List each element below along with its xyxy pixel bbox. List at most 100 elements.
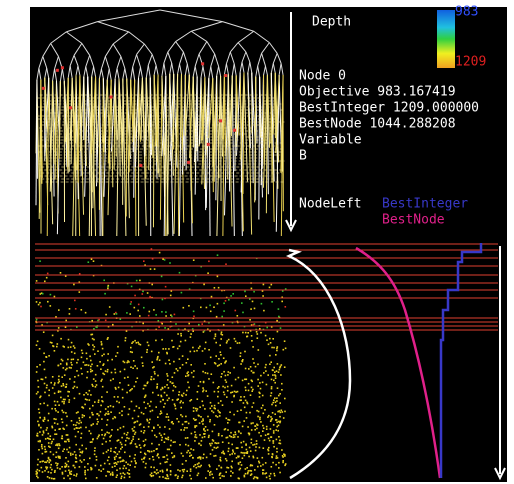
- node-dot: [201, 350, 204, 352]
- tree-edge: [147, 54, 153, 66]
- node-dot: [276, 457, 279, 459]
- node-dot: [270, 326, 273, 328]
- node-dot: [60, 396, 62, 399]
- tree-edge: [175, 30, 192, 42]
- node-dot: [49, 435, 52, 437]
- node-dot: [198, 323, 200, 326]
- node-dot: [116, 453, 119, 455]
- node-dot: [81, 450, 84, 453]
- node-dot: [185, 375, 187, 377]
- node-dot: [51, 426, 54, 429]
- node-dot: [202, 331, 205, 333]
- node-dot: [53, 295, 56, 298]
- node-dot: [130, 460, 133, 463]
- node-dot: [154, 373, 156, 375]
- node-dot: [121, 388, 124, 391]
- tree-branch: [201, 77, 206, 141]
- tree-branch: [122, 78, 127, 237]
- tree-branch: [113, 78, 116, 170]
- node-dot: [113, 456, 116, 459]
- node-dot: [167, 477, 170, 480]
- node-dot: [140, 411, 143, 414]
- node-dot: [107, 285, 109, 288]
- node-dot: [283, 366, 286, 368]
- node-dot: [182, 470, 185, 473]
- node-dot: [253, 443, 256, 446]
- node-dot: [255, 331, 258, 333]
- node-dot: [153, 471, 156, 473]
- node-dot: [198, 462, 200, 464]
- node-dot: [133, 385, 136, 388]
- node-dot: [120, 475, 123, 478]
- node-dot: [203, 320, 206, 323]
- node-dot: [189, 336, 192, 338]
- node-dot: [181, 469, 184, 471]
- node-dot: [46, 272, 49, 275]
- info-node: Node 0: [299, 69, 346, 84]
- node-dot: [48, 394, 50, 397]
- node-dot: [40, 305, 42, 308]
- node-dot: [267, 448, 269, 451]
- node-dot: [45, 429, 48, 431]
- node-dot: [164, 327, 166, 329]
- incumbent-lines: [35, 243, 498, 331]
- node-dot: [51, 440, 53, 443]
- node-dot: [39, 403, 42, 405]
- node-dot: [99, 410, 102, 413]
- node-dot: [269, 420, 272, 422]
- node-dot: [246, 401, 248, 404]
- node-dot: [62, 411, 65, 414]
- node-dot: [276, 451, 278, 453]
- node-dot: [106, 391, 108, 393]
- node-dot: [149, 268, 152, 270]
- node-dot: [134, 454, 136, 456]
- node-dot: [50, 463, 52, 466]
- node-dot: [159, 400, 162, 403]
- node-dot: [223, 428, 226, 431]
- tree-edge: [42, 56, 48, 69]
- node-dot: [44, 451, 46, 453]
- node-dot: [220, 338, 222, 340]
- node-dot: [212, 381, 215, 384]
- node-dot: [54, 429, 56, 431]
- node-dot: [107, 406, 109, 408]
- node-dot: [65, 383, 68, 386]
- node-dot: [251, 300, 254, 303]
- node-dot: [166, 384, 168, 386]
- node-dot: [185, 394, 187, 396]
- node-dot: [146, 382, 149, 385]
- node-dot: [117, 345, 119, 348]
- node-dot: [88, 389, 91, 392]
- node-dot: [202, 387, 204, 389]
- node-dot: [244, 468, 247, 470]
- node-dot: [278, 467, 280, 469]
- node-dot: [117, 439, 120, 441]
- node-dot: [142, 290, 144, 293]
- node-dot: [102, 468, 105, 470]
- node-dot: [264, 472, 266, 475]
- node-dot: [122, 425, 125, 428]
- node-dot: [146, 292, 149, 294]
- node-dot: [36, 434, 38, 437]
- node-dot: [214, 454, 217, 457]
- node-dot: [213, 390, 216, 393]
- node-dot: [38, 411, 41, 414]
- node-dot: [98, 414, 100, 417]
- node-dot: [183, 468, 186, 471]
- node-dot: [118, 401, 120, 404]
- node-dot: [260, 407, 263, 409]
- tree-edge: [106, 68, 110, 80]
- node-dot: [87, 343, 89, 345]
- tree-edge: [270, 63, 274, 73]
- node-dot: [194, 425, 196, 427]
- node-dot: [203, 428, 205, 431]
- tree-edge: [46, 67, 50, 78]
- node-dot: [115, 311, 117, 314]
- node-dot: [246, 402, 249, 405]
- node-dot: [97, 350, 99, 352]
- node-dot: [250, 442, 253, 444]
- node-dot: [273, 366, 275, 369]
- node-dot: [217, 390, 220, 393]
- node-dot: [245, 452, 247, 454]
- node-dot: [221, 373, 223, 375]
